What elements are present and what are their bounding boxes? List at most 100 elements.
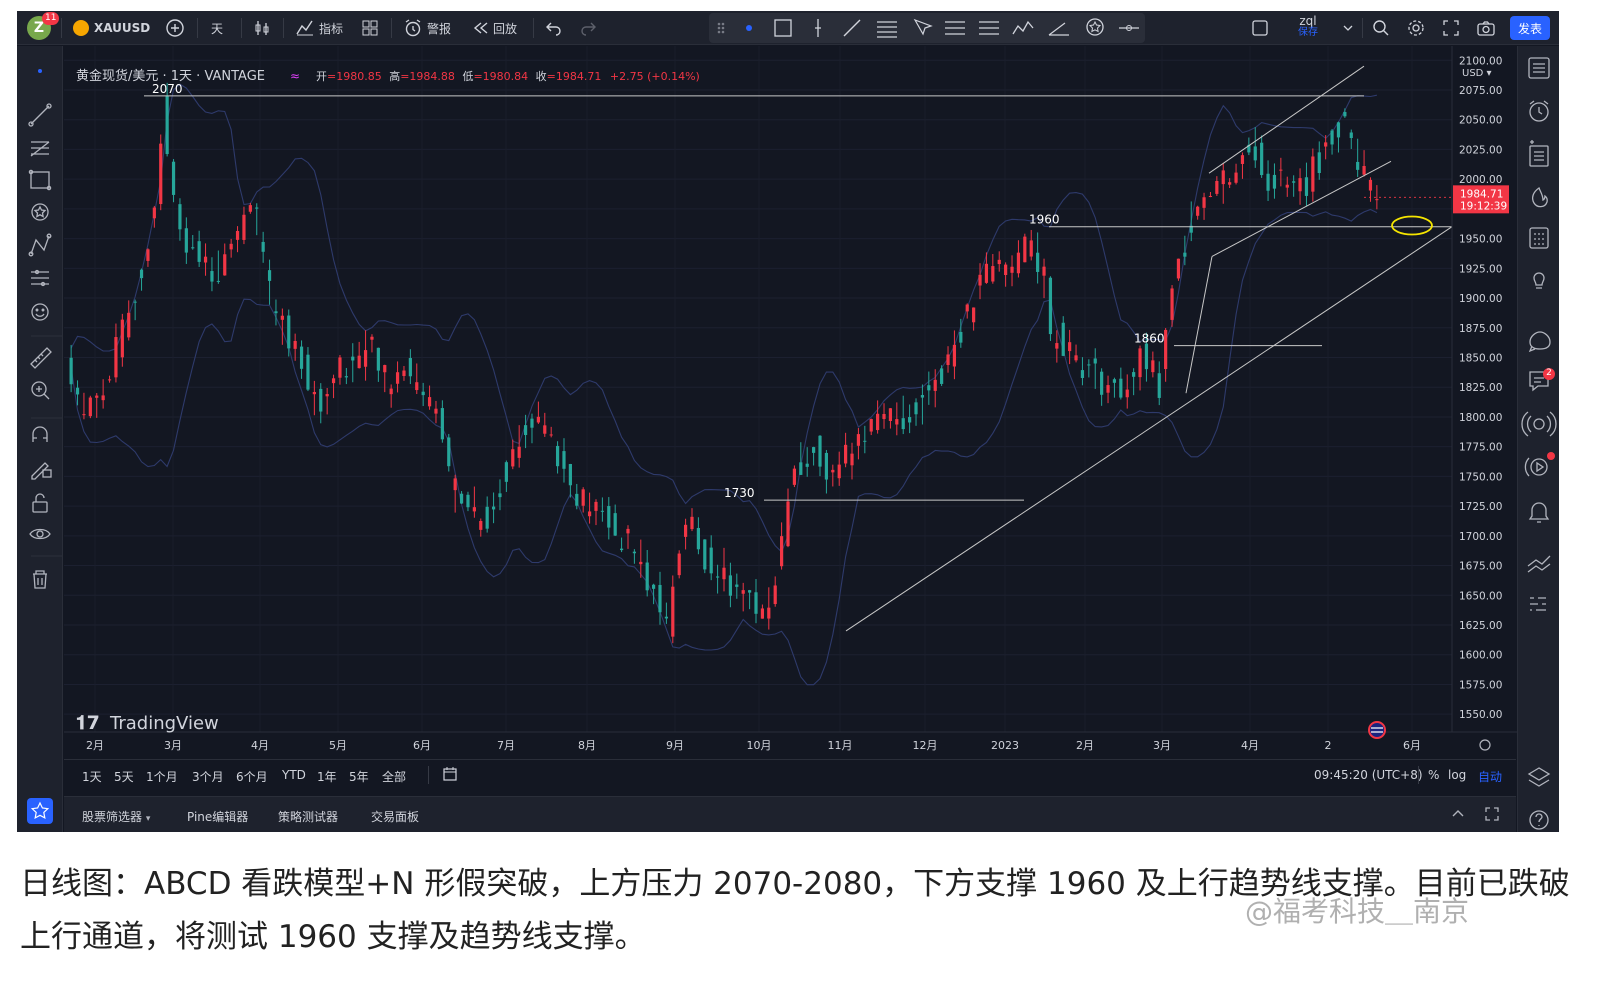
indicator-icon: ≈ <box>290 69 300 83</box>
data-window-button[interactable] <box>1527 143 1551 167</box>
candle <box>517 425 521 468</box>
alerts-panel-button[interactable] <box>1527 100 1551 124</box>
symbol-search-button[interactable]: XAUUSD <box>73 17 150 39</box>
candle <box>683 518 688 550</box>
candle <box>293 333 297 361</box>
candle <box>459 491 464 504</box>
tradingview-logo[interactable]: 𝟏𝟳 TradingView <box>76 712 219 734</box>
candle <box>338 354 342 385</box>
candle <box>82 392 86 420</box>
target-ellipse[interactable] <box>1391 215 1433 236</box>
currency-selector[interactable]: USD ▾ <box>1462 68 1492 79</box>
range-button[interactable]: 5年 <box>349 770 369 784</box>
channel-lower-line[interactable] <box>1211 160 1392 257</box>
candle <box>1087 359 1091 378</box>
candle <box>696 517 700 555</box>
candle <box>555 441 560 474</box>
candle <box>395 361 400 393</box>
range-button[interactable]: 3个月 <box>192 770 224 784</box>
candle <box>1100 368 1104 406</box>
favorites-star-button[interactable] <box>27 798 53 824</box>
save-dropdown-button[interactable] <box>1342 17 1354 39</box>
fullscreen-layout-button[interactable] <box>1251 17 1269 39</box>
candle <box>1151 351 1155 378</box>
candle <box>274 299 278 326</box>
hotlists-button[interactable] <box>1527 186 1551 210</box>
price-tick-label: 1775.00 <box>1459 442 1502 454</box>
clock[interactable]: 09:45:20 (UTC+8) <box>1314 768 1423 782</box>
candle <box>1061 316 1065 357</box>
range-button[interactable]: 6个月 <box>236 770 268 784</box>
percent-toggle[interactable]: % <box>1428 768 1440 782</box>
search-button[interactable] <box>1372 17 1390 39</box>
publish-button[interactable]: 发表 <box>1510 16 1551 40</box>
range-button[interactable]: 1个月 <box>146 770 178 784</box>
collapse-panel-button[interactable] <box>1450 806 1466 825</box>
candle <box>607 497 611 540</box>
range-button[interactable]: YTD <box>282 768 306 782</box>
range-button[interactable]: 全部 <box>382 770 407 784</box>
streams-button[interactable] <box>1527 412 1551 436</box>
level-label-1960: 1960 <box>1029 213 1060 227</box>
avatar[interactable]: Z 11 <box>27 12 60 40</box>
messages-button[interactable] <box>1527 369 1551 393</box>
candle <box>632 549 636 564</box>
axis-settings-icon[interactable] <box>1479 739 1491 751</box>
candle <box>530 413 534 444</box>
panel-tab-pine[interactable]: Pine编辑器 <box>187 810 249 824</box>
candle <box>242 206 246 245</box>
candle <box>946 346 950 373</box>
panel-tab-strategy[interactable]: 策略测试器 <box>278 810 339 824</box>
chevron-up-icon <box>1452 810 1464 817</box>
replay-button[interactable]: 回放 <box>473 17 517 39</box>
time-tick-label: 4月 <box>251 739 269 752</box>
auto-toggle[interactable]: 自动 <box>1478 770 1503 784</box>
alert-button[interactable]: 警报 <box>403 17 451 39</box>
dom-button[interactable] <box>1527 551 1551 575</box>
candle <box>664 602 668 624</box>
candle <box>1292 175 1296 197</box>
log-toggle[interactable]: log <box>1448 768 1467 782</box>
range-button[interactable]: 1天 <box>82 770 102 784</box>
settings-button[interactable] <box>1407 17 1425 39</box>
uptrend-support-line[interactable] <box>845 226 1453 632</box>
redo-button[interactable] <box>579 17 597 39</box>
caption-text: 日线图：ABCD 看跌模型+N 形假突破，上方压力 2070-2080，下方支撑… <box>20 866 1570 955</box>
maximize-panel-button[interactable] <box>1484 806 1500 825</box>
indicators-button[interactable]: 指标 <box>295 17 343 39</box>
price-tick-label: 2000.00 <box>1459 174 1502 186</box>
interval-button[interactable]: 天 <box>211 21 224 36</box>
screencast-button[interactable] <box>1527 455 1551 479</box>
time-tick-label: 3月 <box>1153 739 1171 752</box>
candle <box>773 576 777 607</box>
candle <box>677 550 681 579</box>
fullscreen-button[interactable] <box>1442 17 1460 39</box>
layout-button[interactable] <box>361 17 379 39</box>
snapshot-button[interactable] <box>1476 17 1496 39</box>
candle <box>1080 357 1085 386</box>
watchlist-button[interactable] <box>1527 56 1551 80</box>
channel-upper-line[interactable] <box>1208 65 1365 174</box>
compare-add-button[interactable] <box>165 17 185 39</box>
object-tree-button[interactable] <box>1527 592 1551 616</box>
chats-button[interactable] <box>1527 330 1551 354</box>
chart-type-button[interactable] <box>253 17 271 39</box>
candle <box>741 582 745 612</box>
goto-date-button[interactable] <box>442 766 458 785</box>
candle <box>831 464 835 487</box>
save-button[interactable]: zql 保存 <box>1298 14 1318 38</box>
notifications-button[interactable] <box>1527 498 1551 522</box>
calendar-button[interactable] <box>1527 226 1551 250</box>
range-button[interactable]: 5天 <box>114 770 134 784</box>
price-chart[interactable]: 2070 1960 1860 1730 2100.00 2075.00 2050.00 20… <box>64 46 1517 759</box>
candle <box>780 522 784 570</box>
help-button[interactable] <box>1527 808 1551 832</box>
breakout-leg-line[interactable] <box>1185 256 1213 394</box>
undo-button[interactable] <box>545 17 563 39</box>
panel-tab-trading[interactable]: 交易面板 <box>371 810 420 824</box>
range-button[interactable]: 1年 <box>317 770 337 784</box>
panel-tab-screener[interactable]: 股票筛选器 ▾ <box>82 810 151 824</box>
layers-button[interactable] <box>1527 763 1551 787</box>
ideas-button[interactable] <box>1527 268 1551 292</box>
